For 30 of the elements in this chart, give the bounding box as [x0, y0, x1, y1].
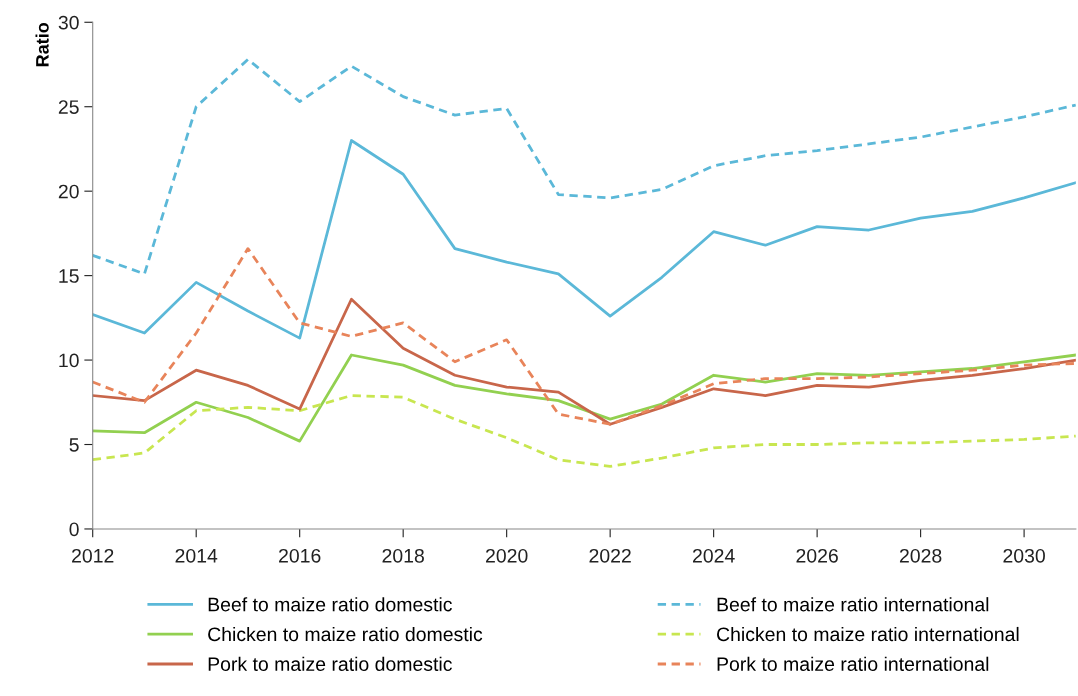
- x-tick-label: 2020: [486, 548, 528, 563]
- x-tick-label: 2018: [382, 548, 424, 563]
- line-series: [92, 139, 1076, 340]
- legend-label: Pork to maize ratio domestic: [208, 656, 452, 671]
- x-tick-label: 2028: [899, 548, 942, 563]
- y-tick-label: 30: [58, 15, 79, 30]
- line-series: [92, 394, 1076, 468]
- y-axis-title: Ratio: [35, 22, 49, 67]
- legend-label: Chicken to maize ratio international: [717, 626, 1019, 642]
- x-tick-label: 2026: [796, 548, 838, 563]
- y-tick-label: 25: [58, 100, 79, 114]
- line-series: [92, 297, 1076, 426]
- y-tick-label: 5: [69, 438, 79, 452]
- legend-label: Beef to maize ratio domestic: [208, 597, 452, 612]
- y-tick-label: 15: [59, 269, 79, 283]
- x-tick-label: 2012: [72, 548, 114, 563]
- line-series: [92, 247, 1076, 426]
- legend-label: Chicken to maize ratio domestic: [208, 626, 483, 642]
- line-series: [92, 353, 1076, 443]
- legend-label: Pork to maize ratio international: [717, 656, 989, 671]
- x-tick-label: 2022: [589, 548, 631, 563]
- line-series: [92, 58, 1076, 276]
- x-tick-label: 2024: [692, 548, 735, 563]
- x-tick-label: 2016: [279, 548, 321, 563]
- y-tick-label: 0: [69, 522, 79, 537]
- y-tick-label: 10: [59, 353, 79, 368]
- x-tick-label: 2030: [1003, 548, 1045, 563]
- legend-label: Beef to maize ratio international: [717, 597, 989, 612]
- x-tick-label: 2014: [175, 548, 218, 563]
- y-tick-label: 20: [58, 184, 79, 199]
